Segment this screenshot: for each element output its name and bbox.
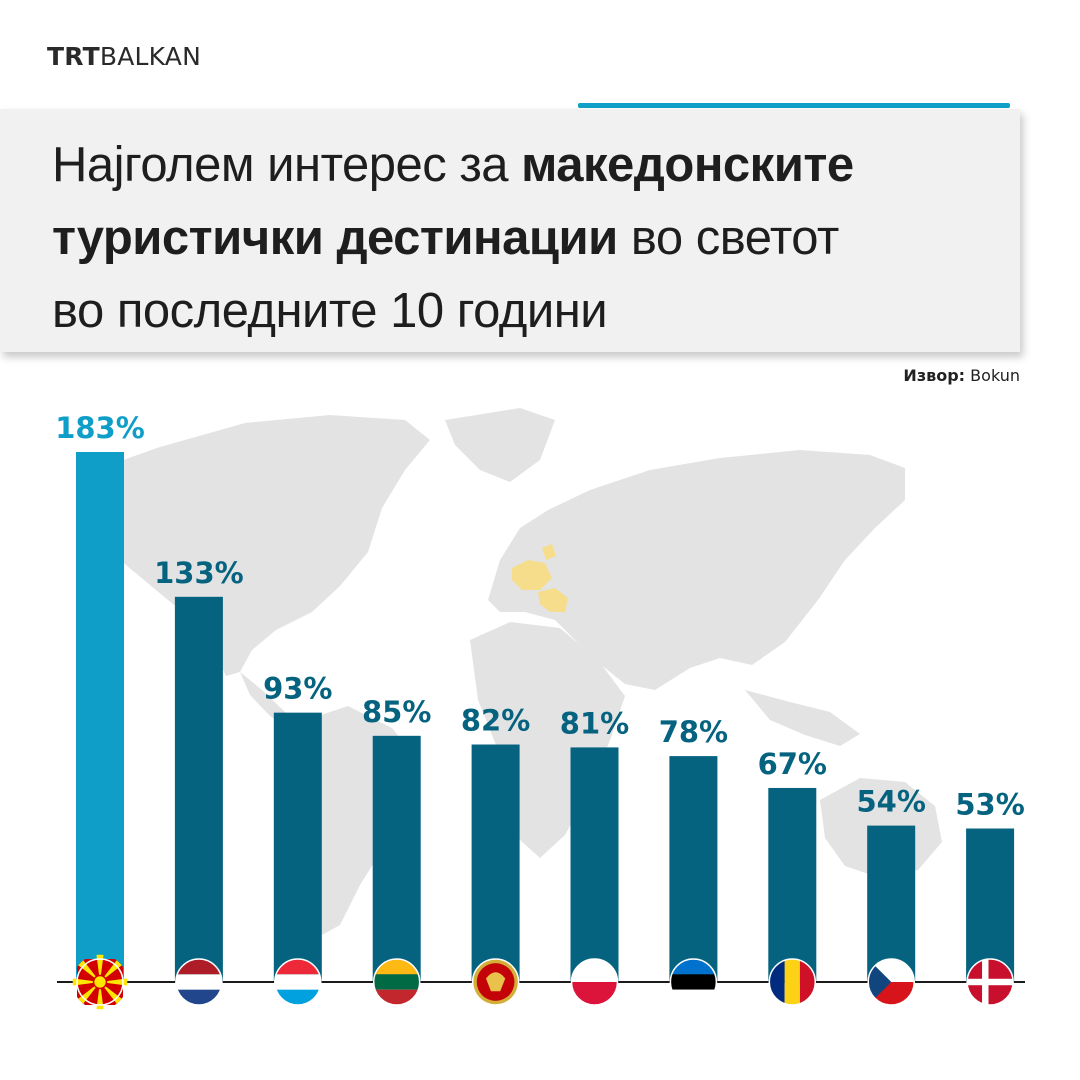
value-label: 53%	[955, 788, 1024, 822]
value-label: 183%	[55, 411, 145, 445]
title-line1-regular: Најголем интерес за	[52, 138, 522, 192]
value-label: 81%	[560, 706, 629, 740]
estonia-flag	[669, 958, 718, 1006]
lithuania-flag	[372, 958, 421, 1006]
denmark-flag	[966, 958, 1014, 1006]
accent-line	[578, 103, 1010, 108]
page-title: Најголем интерес за македонските туристи…	[52, 129, 1017, 348]
bar	[768, 787, 817, 982]
title-box	[0, 109, 1020, 352]
czechia-flag	[867, 958, 915, 1006]
title-line2-regular: во светот	[617, 211, 839, 265]
bar-chart: 183% 133% 93% 85% 82% 81% 78% 67% 54% 53%	[55, 408, 1025, 1010]
source-note: Извор: Bokun	[903, 366, 1020, 385]
trt-balkan-logo: TRTBALKAN	[47, 42, 201, 71]
europe-north-highlight	[542, 544, 556, 560]
map-north-america	[95, 415, 430, 676]
bar	[174, 596, 223, 982]
value-label: 93%	[263, 672, 332, 706]
bar	[372, 735, 421, 982]
montenegro-flag	[471, 958, 520, 1006]
map-southeast-asia	[745, 690, 860, 746]
logo-balkan: BALKAN	[99, 42, 201, 71]
value-label: 54%	[856, 785, 925, 819]
luxembourg-flag	[274, 958, 322, 1006]
netherlands-flag	[175, 958, 223, 1006]
bar	[867, 825, 916, 982]
value-label: 67%	[758, 747, 827, 781]
bar	[966, 828, 1015, 982]
north-macedonia-flag	[72, 954, 128, 1010]
bar	[669, 756, 718, 982]
title-line1-bold: македонските	[521, 138, 854, 192]
map-greenland	[445, 408, 555, 482]
value-label: 85%	[362, 695, 431, 729]
bar	[471, 744, 520, 982]
europe-west-highlight	[512, 560, 552, 590]
bar	[273, 712, 322, 982]
title-line2-bold: туристички дестинации	[52, 211, 618, 265]
bar	[570, 747, 619, 982]
europe-south-highlight	[538, 588, 568, 612]
source-value: Bokun	[970, 366, 1020, 385]
source-label: Извор:	[903, 366, 966, 385]
value-label: 82%	[461, 704, 530, 738]
value-label: 78%	[659, 715, 728, 749]
poland-flag	[570, 958, 619, 1006]
logo-trt: TRT	[47, 42, 100, 71]
title-line3-regular: во последните 10 години	[52, 284, 608, 338]
europe-highlight	[512, 544, 568, 612]
map-europe-asia	[488, 450, 905, 690]
romania-flag	[768, 958, 817, 1006]
bar	[76, 452, 124, 982]
value-label: 133%	[154, 556, 244, 590]
